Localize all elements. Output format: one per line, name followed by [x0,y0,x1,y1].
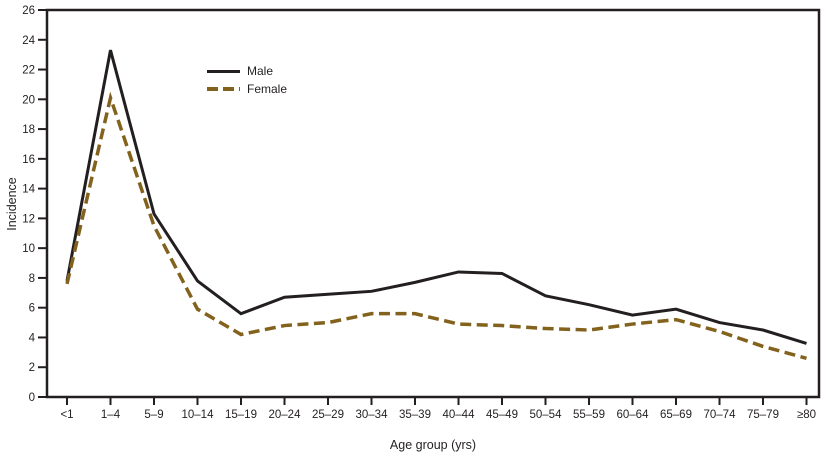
x-axis-title: Age group (yrs) [390,438,476,452]
legend: Male Female [207,65,287,95]
y-axis-tick-label: 8 [29,273,35,285]
y-axis-tick-label: 2 [29,362,35,374]
y-axis-tick-label: 20 [22,94,35,106]
series-line-female [65,91,807,360]
x-axis-tick-label: 65–69 [660,409,692,421]
x-axis-tick-label: 15–19 [225,409,257,421]
x-axis-tick-label: ≥80 [797,409,816,421]
x-axis-tick-label: 40–44 [443,409,476,421]
y-axis-tick-label: 18 [22,124,35,136]
y-axis-tick-label: 14 [22,184,35,196]
y-axis-tick-label: 16 [22,154,35,166]
legend-male-label: Male [247,64,274,78]
x-axis-tick-label: 20–24 [269,409,302,421]
x-axis-tick-label: 50–54 [530,409,563,421]
y-axis-title: Incidence [5,177,19,231]
legend-item-male: Male [207,65,287,77]
male-line-swatch-icon [207,69,240,73]
female-line-swatch-icon [207,87,240,91]
y-axis-tick-label: 24 [22,35,35,47]
legend-item-female: Female [207,83,287,95]
series-line-male [65,49,807,345]
y-axis-tick-label: 12 [22,213,35,225]
y-axis-tick-label: 4 [29,332,36,344]
y-axis-tick-label: 26 [22,5,35,17]
y-axis-tick-label: 10 [22,243,35,255]
x-axis-tick-label: 35–39 [399,409,431,421]
y-axis-tick-label: 6 [29,303,35,315]
x-axis-tick-label: 25–29 [312,409,344,421]
x-axis-tick-label: 1–4 [101,409,121,421]
plot-frame [45,8,821,399]
x-axis-tick-label: 5–9 [144,409,163,421]
x-axis-tick-label: 60–64 [617,409,650,421]
x-axis-tick-label: 70–74 [704,409,737,421]
x-axis-tick-label: <1 [60,409,73,421]
legend-female-label: Female [247,82,288,96]
y-axis-tick-label: 22 [22,65,35,77]
x-axis-tick-label: 75–79 [747,409,779,421]
x-axis-tick-label: 55–59 [573,409,605,421]
x-axis-tick-label: 10–14 [182,409,215,421]
x-axis-tick-label: 45–49 [486,409,518,421]
y-axis-tick-label: 0 [29,392,35,404]
x-axis-tick-label: 30–34 [356,409,389,421]
